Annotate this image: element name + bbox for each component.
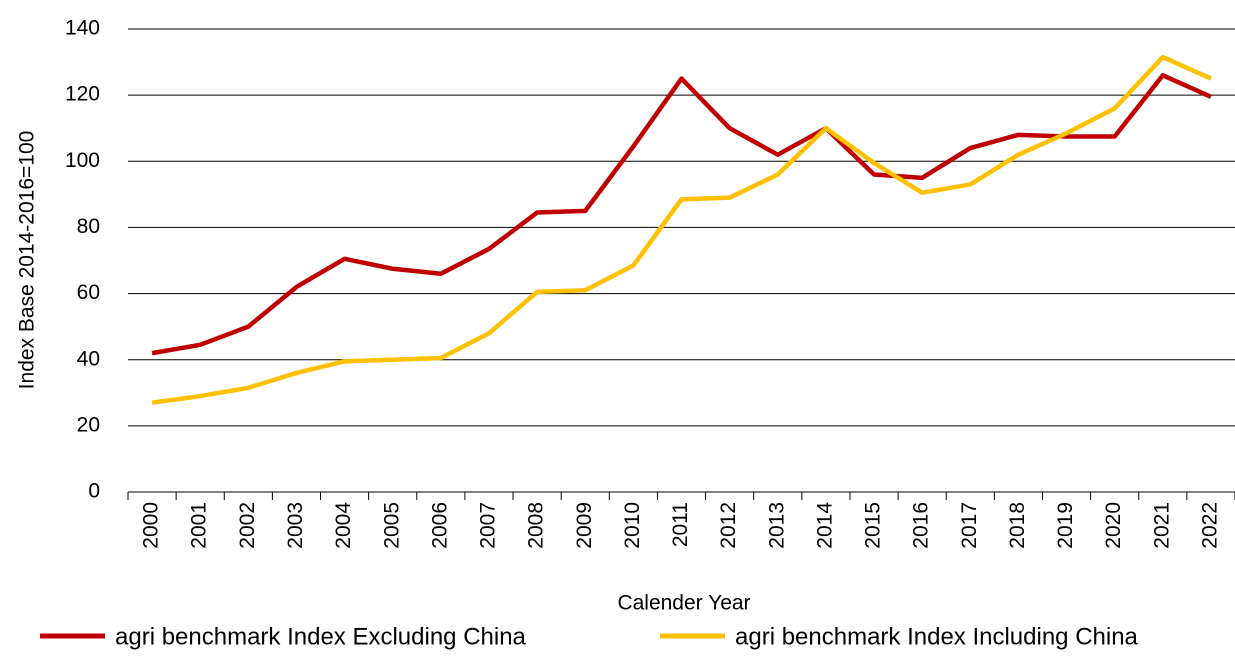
y-tick-label: 140: [65, 17, 100, 40]
legend-label: agri benchmark Index Excluding China: [115, 623, 527, 650]
x-tick-label: 2001: [188, 502, 211, 549]
x-tick-label: 2017: [958, 502, 981, 549]
x-axis-title: Calender Year: [617, 592, 750, 615]
x-tick-label: 2014: [813, 502, 836, 549]
x-tick-label: 2020: [1102, 502, 1125, 549]
x-tick-label: 2010: [621, 502, 644, 549]
x-tick-label: 2012: [717, 502, 740, 549]
x-tick-label: 2008: [525, 502, 548, 549]
x-tick-label: 2007: [477, 502, 500, 549]
series-line: [151, 54, 1212, 405]
legend-label: agri benchmark Index Including China: [735, 623, 1139, 650]
y-tick-label: 0: [88, 480, 100, 503]
x-tick-label: 2016: [910, 502, 933, 549]
x-tick-label: 2000: [140, 502, 163, 549]
y-axis-title: Index Base 2014-2016=100: [16, 131, 39, 390]
y-tick-label: 100: [65, 149, 100, 172]
x-tick-label: 2002: [236, 502, 259, 549]
x-tick-label: 2021: [1150, 502, 1173, 549]
x-tick-label: 2018: [1006, 502, 1029, 549]
y-tick-label: 40: [77, 347, 100, 370]
x-tick-label: 2015: [862, 502, 885, 549]
x-tick-label: 2009: [573, 502, 596, 549]
x-tick-label: 2019: [1054, 502, 1077, 549]
y-tick-label: 20: [77, 413, 100, 436]
x-tick-label: 2006: [428, 502, 451, 549]
y-tick-label: 120: [65, 83, 100, 106]
x-tick-label: 2022: [1198, 502, 1221, 549]
x-tick-label: 2005: [380, 502, 403, 549]
y-tick-label: 80: [77, 215, 100, 238]
x-tick-label: 2003: [284, 502, 307, 549]
x-tick-label: 2004: [332, 502, 355, 549]
series-line: [151, 73, 1212, 356]
x-tick-label: 2013: [765, 502, 788, 549]
y-tick-label: 60: [77, 281, 100, 304]
x-tick-label: 2011: [669, 502, 692, 547]
